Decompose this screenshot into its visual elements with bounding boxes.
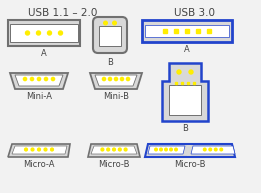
Circle shape bbox=[31, 148, 34, 151]
Text: B: B bbox=[182, 124, 188, 133]
Bar bbox=[174, 29, 178, 33]
Circle shape bbox=[108, 77, 112, 81]
Circle shape bbox=[58, 31, 62, 35]
Circle shape bbox=[104, 21, 107, 25]
Text: Mini-B: Mini-B bbox=[103, 92, 129, 101]
Circle shape bbox=[107, 148, 110, 151]
Bar bbox=[181, 82, 183, 84]
Polygon shape bbox=[162, 63, 208, 121]
Circle shape bbox=[170, 148, 172, 151]
Text: A: A bbox=[41, 49, 47, 58]
Text: B: B bbox=[107, 58, 113, 67]
Circle shape bbox=[26, 31, 29, 35]
Bar bbox=[175, 82, 177, 84]
Circle shape bbox=[189, 70, 193, 74]
Circle shape bbox=[215, 148, 217, 151]
Circle shape bbox=[37, 77, 41, 81]
Text: Micro-A: Micro-A bbox=[23, 160, 55, 169]
Bar bbox=[142, 20, 232, 42]
Circle shape bbox=[23, 77, 27, 81]
Bar bbox=[8, 20, 80, 46]
Text: Micro-B: Micro-B bbox=[174, 160, 206, 169]
Bar bbox=[207, 29, 211, 33]
Polygon shape bbox=[91, 146, 137, 154]
Bar bbox=[163, 29, 167, 33]
Circle shape bbox=[113, 21, 116, 25]
Bar bbox=[187, 145, 191, 156]
Polygon shape bbox=[15, 75, 63, 86]
Circle shape bbox=[37, 31, 40, 35]
Bar bbox=[145, 25, 229, 37]
Circle shape bbox=[204, 148, 206, 151]
Circle shape bbox=[25, 148, 27, 151]
Polygon shape bbox=[191, 146, 235, 154]
FancyBboxPatch shape bbox=[93, 17, 127, 53]
Polygon shape bbox=[88, 144, 140, 157]
Circle shape bbox=[114, 77, 118, 81]
Polygon shape bbox=[12, 146, 67, 154]
Circle shape bbox=[51, 77, 55, 81]
Circle shape bbox=[126, 77, 130, 81]
Circle shape bbox=[44, 148, 47, 151]
Circle shape bbox=[44, 77, 48, 81]
Circle shape bbox=[155, 148, 157, 151]
Circle shape bbox=[118, 148, 121, 151]
Bar bbox=[10, 24, 78, 42]
Circle shape bbox=[51, 148, 54, 151]
Circle shape bbox=[30, 77, 34, 81]
Bar bbox=[169, 85, 201, 115]
Text: Micro-B: Micro-B bbox=[98, 160, 130, 169]
Polygon shape bbox=[8, 144, 70, 157]
Bar bbox=[185, 29, 189, 33]
Circle shape bbox=[177, 70, 181, 74]
Text: A: A bbox=[184, 45, 190, 54]
Bar bbox=[193, 82, 195, 84]
Circle shape bbox=[102, 77, 106, 81]
Circle shape bbox=[48, 31, 51, 35]
Text: USB 1.1 – 2.0: USB 1.1 – 2.0 bbox=[28, 8, 98, 18]
Circle shape bbox=[220, 148, 223, 151]
Bar bbox=[187, 82, 189, 84]
Circle shape bbox=[38, 148, 40, 151]
Circle shape bbox=[160, 148, 162, 151]
Polygon shape bbox=[148, 146, 185, 154]
Polygon shape bbox=[10, 73, 68, 89]
Text: USB 3.0: USB 3.0 bbox=[175, 8, 216, 18]
Circle shape bbox=[112, 148, 115, 151]
Circle shape bbox=[120, 77, 124, 81]
Polygon shape bbox=[145, 144, 235, 157]
Circle shape bbox=[165, 148, 167, 151]
Circle shape bbox=[124, 148, 127, 151]
Text: Mini-A: Mini-A bbox=[26, 92, 52, 101]
Circle shape bbox=[175, 148, 177, 151]
Bar bbox=[99, 26, 121, 46]
Polygon shape bbox=[90, 73, 142, 89]
Circle shape bbox=[209, 148, 212, 151]
Bar bbox=[196, 29, 200, 33]
Polygon shape bbox=[95, 75, 137, 86]
Circle shape bbox=[101, 148, 104, 151]
